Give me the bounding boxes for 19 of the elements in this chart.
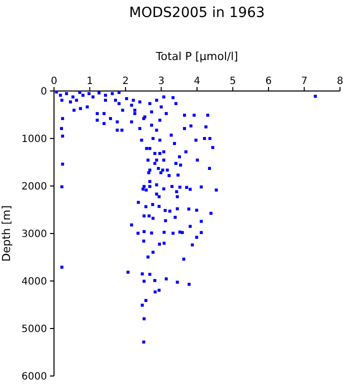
y-tick-label: 2000 <box>22 182 47 192</box>
y-tick-label: 5000 <box>22 324 47 335</box>
x-tick-label: 7 <box>301 76 308 87</box>
y-tick-label: 1000 <box>22 134 47 145</box>
y-tick-label: 3000 <box>22 229 47 240</box>
x-tick-label: 1 <box>86 76 93 87</box>
x-tick-label: 2 <box>122 76 129 87</box>
x-tick-label: 4 <box>194 76 200 87</box>
x-tick-label: 5 <box>230 76 236 87</box>
y-tick-label: 0 <box>40 86 47 98</box>
x-axis-title: Total P [µmol/l] <box>154 50 238 63</box>
y-axis-title: Depth [m] <box>0 205 13 262</box>
x-tick-label: 0 <box>50 76 58 87</box>
y-tick-label: 6000 <box>22 372 47 382</box>
y-tick-label: 4000 <box>22 276 47 288</box>
x-tick-label: 6 <box>265 76 272 87</box>
x-tick-label: 3 <box>158 76 164 87</box>
x-tick-label: 8 <box>336 76 344 87</box>
chart-title: MODS2005 in 1963 <box>129 5 265 21</box>
